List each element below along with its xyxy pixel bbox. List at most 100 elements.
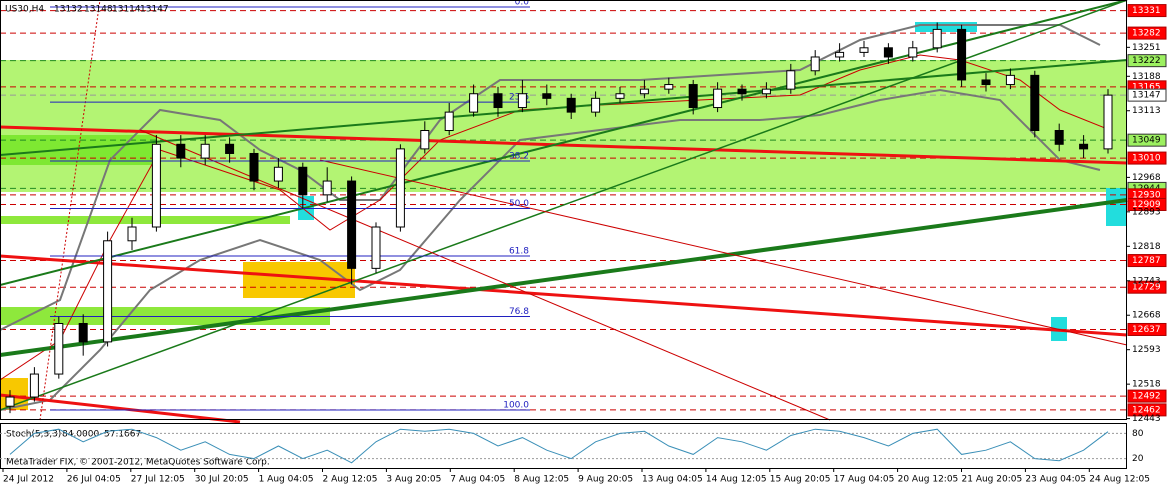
candle-body xyxy=(225,143,235,154)
candle-body xyxy=(737,88,747,95)
x-tick-label: 24 Aug 12:05 xyxy=(1089,475,1150,485)
y-tick-label: 12818 xyxy=(1132,242,1161,252)
fibo-label: 0.0 xyxy=(515,0,530,8)
level-label: 13147 xyxy=(1132,91,1161,101)
candle-body xyxy=(835,51,845,58)
y-tick-label: 12518 xyxy=(1132,380,1161,390)
candle-body xyxy=(78,323,88,343)
candle-body xyxy=(1030,74,1040,132)
candle-body xyxy=(469,93,479,113)
candle-body xyxy=(395,148,405,228)
trend-line xyxy=(0,393,241,424)
fibo-label: 100.0 xyxy=(503,401,529,411)
level-box xyxy=(1127,322,1167,336)
candle-body xyxy=(517,93,527,109)
x-tick-label: 7 Aug 04:05 xyxy=(450,475,505,485)
candle-body xyxy=(151,143,161,228)
plot-frame xyxy=(0,0,1127,420)
copyright: MetaTrader FIX, © 2001-2012, MetaQuotes … xyxy=(6,458,270,468)
fibo-label: 38.2 xyxy=(509,151,529,161)
trend-line xyxy=(39,0,101,421)
level-label: 12729 xyxy=(1132,283,1161,293)
level-box xyxy=(1127,54,1167,68)
x-tick-label: 26 Jul 04:05 xyxy=(67,475,121,485)
candle-body xyxy=(981,79,991,86)
stoch-tick-label: 80 xyxy=(1132,429,1144,439)
candle-body xyxy=(566,97,576,113)
y-tick-label: 12443 xyxy=(1132,414,1161,424)
candle-body xyxy=(176,143,186,159)
trend-line xyxy=(0,198,1128,357)
quote-open: 13132 xyxy=(54,5,83,15)
candle-body xyxy=(591,97,601,113)
candle-body xyxy=(444,111,454,132)
x-tick-label: 24 Jul 2012 xyxy=(3,475,54,485)
level-label: 13222 xyxy=(1132,56,1161,66)
trend-line xyxy=(319,159,1128,346)
x-tick-label: 1 Aug 04:05 xyxy=(259,475,314,485)
level-box xyxy=(1127,133,1167,147)
candle-body xyxy=(1005,74,1015,86)
trend-line xyxy=(0,0,1128,411)
level-label: 13010 xyxy=(1132,154,1161,164)
quote-low: 13114 xyxy=(112,5,141,15)
candle-body xyxy=(322,180,332,196)
x-tick-label: 21 Aug 20:05 xyxy=(962,475,1023,485)
candle-body xyxy=(103,240,113,343)
trend-line xyxy=(0,59,1128,156)
level-box xyxy=(1127,197,1167,211)
trend-line xyxy=(0,254,1128,337)
level-label: 12909 xyxy=(1132,200,1161,210)
x-tick-label: 30 Jul 20:05 xyxy=(195,475,249,485)
candle-body xyxy=(786,70,796,90)
level-label: 12462 xyxy=(1132,405,1161,415)
level-box xyxy=(1127,403,1167,417)
candle-body xyxy=(688,84,698,109)
candle-body xyxy=(883,47,893,58)
candle-body xyxy=(298,166,308,196)
y-tick-label: 13188 xyxy=(1132,72,1161,82)
level-label: 12930 xyxy=(1132,190,1161,200)
band-line xyxy=(0,88,1101,411)
candle-body xyxy=(639,88,649,95)
quote-close: 13147 xyxy=(140,5,169,15)
x-tick-label: 14 Aug 12:05 xyxy=(706,475,767,485)
candle-body xyxy=(664,84,674,90)
y-tick-label: 13251 xyxy=(1132,43,1161,53)
symbol: US30,H4 xyxy=(5,5,44,15)
level-label: 13165 xyxy=(1132,82,1161,92)
candle-body xyxy=(1054,130,1064,145)
x-tick-label: 13 Aug 04:05 xyxy=(642,475,703,485)
candle-body xyxy=(908,47,918,58)
x-tick-label: 15 Aug 20:05 xyxy=(770,475,831,485)
candle-body xyxy=(54,323,64,375)
zone xyxy=(1106,188,1126,226)
y-tick-label: 12668 xyxy=(1132,311,1161,321)
x-tick-label: 9 Aug 20:05 xyxy=(578,475,633,485)
zone xyxy=(0,216,290,224)
y-tick-label: 12743 xyxy=(1132,276,1161,286)
level-box xyxy=(1127,254,1167,268)
candle-body xyxy=(200,143,210,159)
y-tick-label: 13113 xyxy=(1132,106,1161,116)
candle-body xyxy=(957,28,967,81)
level-box xyxy=(1127,280,1167,294)
trend-line xyxy=(0,125,1128,165)
level-label: 13282 xyxy=(1132,29,1161,39)
candle-body xyxy=(273,166,283,182)
x-tick-label: 20 Aug 12:05 xyxy=(898,475,959,485)
level-label: 12492 xyxy=(1132,392,1161,402)
x-tick-label: 2 Aug 12:05 xyxy=(323,475,378,485)
level-box xyxy=(1127,88,1167,102)
fibo-label: 76.8 xyxy=(509,307,529,317)
candle-body xyxy=(761,88,771,95)
x-tick-label: 23 Aug 04:05 xyxy=(1025,475,1086,485)
candle-body xyxy=(29,373,39,398)
candle-body xyxy=(542,93,552,99)
candle-body xyxy=(810,56,820,72)
level-box xyxy=(1127,4,1167,18)
y-tick-label: 12593 xyxy=(1132,345,1161,355)
x-tick-label: 27 Jul 12:05 xyxy=(131,475,185,485)
fibo-label: 50.0 xyxy=(509,199,529,209)
x-tick-label: 17 Aug 04:05 xyxy=(834,475,895,485)
